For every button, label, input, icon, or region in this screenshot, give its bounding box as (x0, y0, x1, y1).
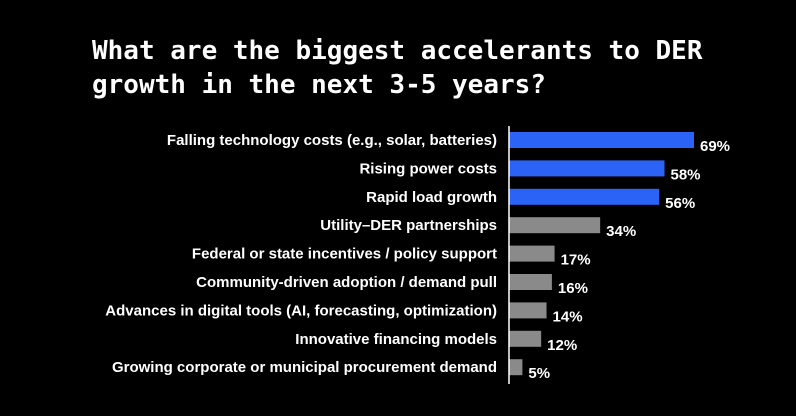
value-label-2: 58% (671, 166, 701, 183)
value-label-4: 34% (606, 223, 636, 240)
bar-1 (509, 132, 694, 148)
value-label-7: 14% (553, 308, 583, 325)
category-label-2: Rising power costs (359, 160, 497, 177)
bar-8 (509, 330, 542, 347)
category-label-3: Rapid load growth (366, 189, 497, 206)
bar-9 (509, 359, 523, 376)
bar-7 (509, 302, 547, 319)
bar-3 (509, 188, 660, 205)
value-label-3: 56% (665, 195, 695, 212)
value-label-9: 5% (528, 365, 550, 382)
bar-5 (509, 245, 555, 262)
category-label-4: Utility–DER partnerships (320, 217, 497, 234)
bar-6 (509, 274, 552, 290)
bar-2 (509, 160, 665, 177)
category-label-6: Community-driven adoption / demand pull (196, 274, 497, 291)
category-label-9: Growing corporate or municipal procureme… (112, 359, 497, 376)
category-label-7: Advances in digital tools (AI, forecasti… (105, 302, 497, 319)
value-labels-group: 69% 58% 56% 34% 17% 16% 14% 12% 5% (528, 138, 730, 382)
category-label-5: Federal or state incentives / policy sup… (192, 246, 497, 263)
bar-4 (509, 217, 601, 234)
value-label-1: 69% (700, 138, 730, 155)
value-label-6: 16% (558, 280, 588, 297)
category-label-8: Innovative financing models (295, 331, 497, 348)
value-label-5: 17% (561, 252, 591, 269)
bars-group (509, 132, 694, 376)
category-label-1: Falling technology costs (e.g., solar, b… (167, 132, 497, 149)
category-labels-group: Falling technology costs (e.g., solar, b… (105, 132, 497, 376)
chart-title: What are the biggest accelerants to DER … (92, 36, 703, 100)
value-label-8: 12% (547, 337, 577, 354)
